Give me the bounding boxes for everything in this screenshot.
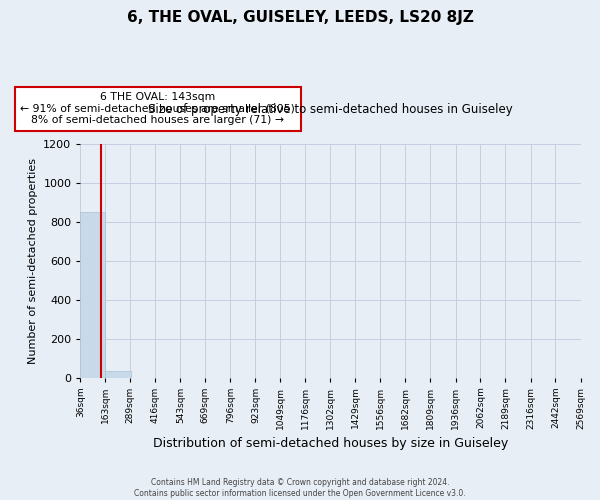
Y-axis label: Number of semi-detached properties: Number of semi-detached properties [28, 158, 38, 364]
X-axis label: Distribution of semi-detached houses by size in Guiseley: Distribution of semi-detached houses by … [153, 437, 508, 450]
Bar [106, 370, 131, 378]
Text: 6, THE OVAL, GUISELEY, LEEDS, LS20 8JZ: 6, THE OVAL, GUISELEY, LEEDS, LS20 8JZ [127, 10, 473, 25]
Text: 6 THE OVAL: 143sqm
← 91% of semi-detached houses are smaller (805)
8% of semi-de: 6 THE OVAL: 143sqm ← 91% of semi-detache… [20, 92, 295, 126]
Bar [80, 212, 106, 378]
Text: Contains HM Land Registry data © Crown copyright and database right 2024.
Contai: Contains HM Land Registry data © Crown c… [134, 478, 466, 498]
Title: Size of property relative to semi-detached houses in Guiseley: Size of property relative to semi-detach… [148, 104, 513, 117]
